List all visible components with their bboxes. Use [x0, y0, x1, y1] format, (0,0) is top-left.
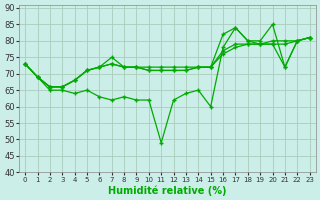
X-axis label: Humidité relative (%): Humidité relative (%)	[108, 185, 227, 196]
